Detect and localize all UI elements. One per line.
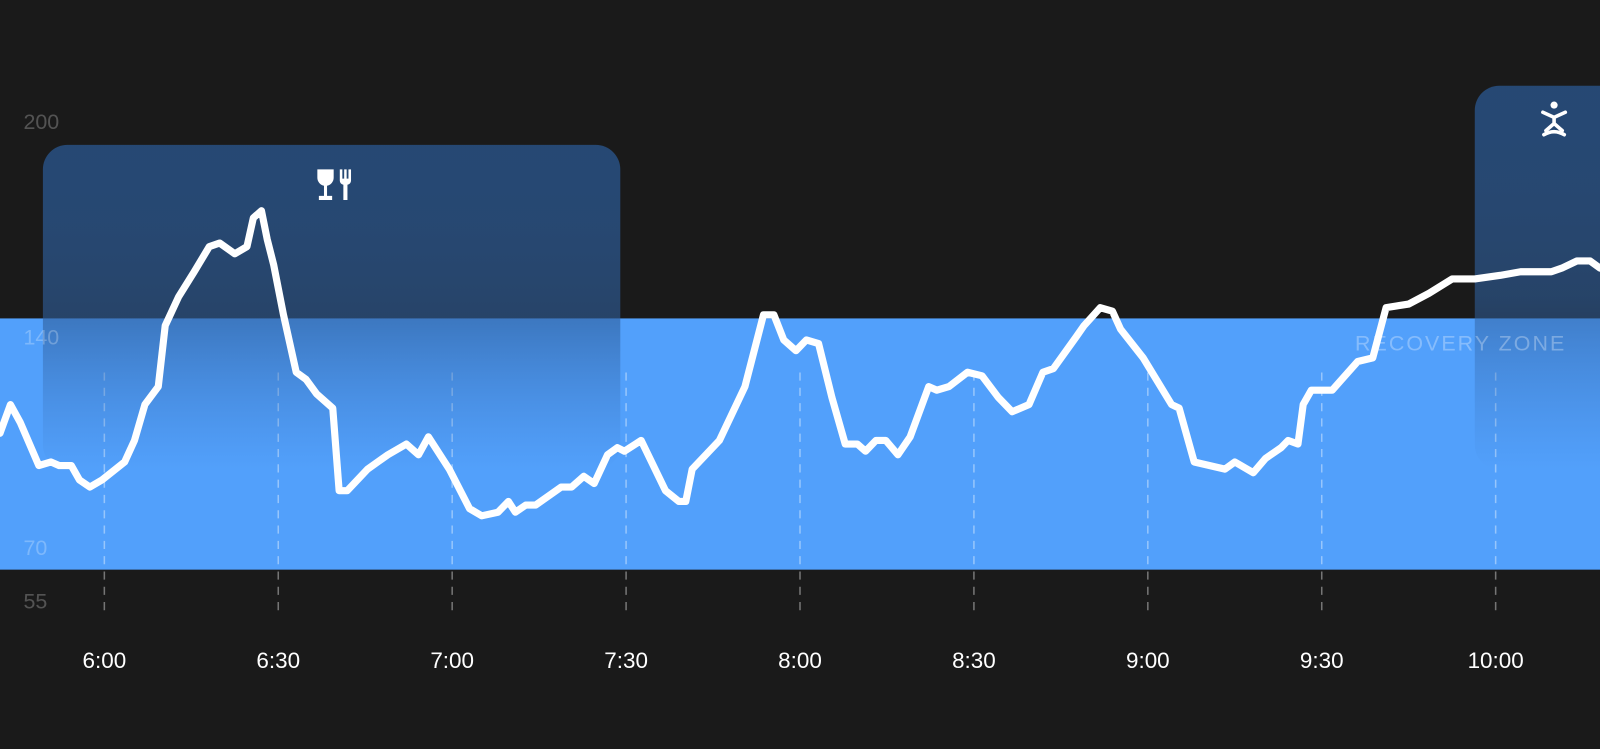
- label-layer: RECOVERY ZONE 6:00 6:30 7:00 7:30 8:00 8:30 9:0…: [23, 110, 1566, 673]
- meal-icon: [317, 169, 352, 201]
- x-tick-label: 8:00: [778, 648, 822, 673]
- y-tick-label: 70: [23, 536, 47, 560]
- icon-layer: [317, 101, 1568, 201]
- line-layer: [0, 207, 1600, 520]
- x-tick-label: 7:30: [604, 648, 648, 673]
- zone-label: RECOVERY ZONE: [1355, 332, 1566, 356]
- x-tick-label: 9:00: [1126, 648, 1170, 673]
- x-tick-label: 6:30: [256, 648, 300, 673]
- glucose-line: [0, 207, 1600, 520]
- y-tick-label: 55: [23, 590, 47, 614]
- y-tick-label: 200: [23, 110, 59, 134]
- exercise-icon: [1541, 101, 1568, 137]
- event-box: [1474, 85, 1600, 470]
- x-tick-label: 8:30: [952, 648, 996, 673]
- event-box: [42, 144, 621, 470]
- y-tick-label: 140: [23, 325, 59, 349]
- grid-layer: [103, 372, 1497, 613]
- x-tick-label: 6:00: [83, 648, 127, 673]
- x-tick-label: 9:30: [1300, 648, 1344, 673]
- x-tick-label: 10:00: [1468, 648, 1524, 673]
- event-layer: [42, 85, 1600, 470]
- x-tick-label: 7:00: [430, 648, 474, 673]
